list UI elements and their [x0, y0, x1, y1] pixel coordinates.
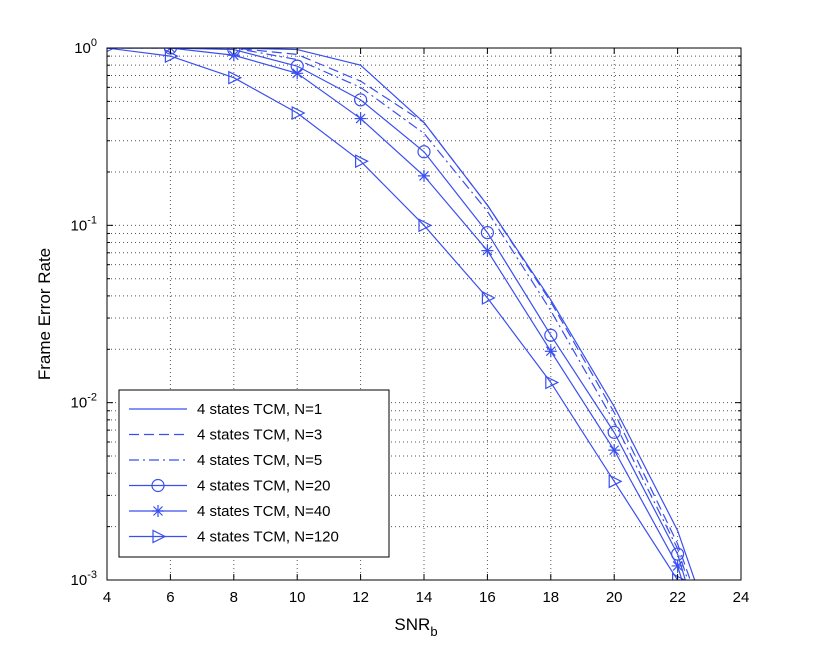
data-point — [481, 244, 494, 257]
series-5 — [164, 48, 684, 580]
data-point — [481, 290, 496, 305]
data-point — [608, 474, 623, 489]
x-axis-label: SNRb — [394, 615, 437, 639]
x-tick-label: 8 — [230, 589, 238, 606]
x-tick-label: 16 — [479, 589, 496, 606]
data-point — [480, 225, 494, 240]
series-line — [170, 48, 686, 580]
y-tick-label: 100 — [74, 37, 97, 57]
x-axis-label-main: SNR — [394, 615, 430, 634]
data-point — [418, 169, 430, 182]
y-axis-label: Frame Error Rate — [35, 248, 54, 380]
x-tick-label: 10 — [289, 589, 306, 606]
data-point — [355, 154, 369, 169]
data-point — [671, 573, 686, 580]
series-line — [107, 48, 691, 580]
x-tick-label: 20 — [606, 589, 623, 606]
legend-label: 4 states TCM, N=5 — [197, 452, 322, 469]
legend-box — [118, 389, 390, 558]
y-tick-label: 10-3 — [71, 569, 97, 589]
data-point — [354, 112, 367, 125]
data-point — [227, 49, 240, 62]
x-tick-label: 12 — [352, 589, 369, 606]
legend-entry: 4 states TCM, N=120 — [129, 529, 339, 546]
legend-entry: 4 states TCM, N=5 — [129, 452, 322, 469]
legend-label: 4 states TCM, N=3 — [197, 427, 322, 444]
axis-ticks: 4 6 8 10 12 14 16 18 20 22 24 100 10-1 10-2 10-3 — [71, 37, 750, 606]
series-2 — [107, 48, 691, 580]
legend: 4 states TCM, N=1 4 states TCM, N=3 4 stat… — [118, 389, 390, 558]
data-point — [608, 444, 621, 457]
data-point — [607, 425, 621, 439]
series-line — [170, 48, 683, 580]
x-tick-label: 6 — [166, 589, 174, 606]
x-tick-label: 4 — [103, 589, 111, 606]
y-tick-label: 10-2 — [71, 392, 97, 412]
legend-entry: 4 states TCM, N=40 — [129, 503, 331, 520]
legend-marker — [152, 505, 164, 517]
legend-entry: 4 states TCM, N=20 — [129, 478, 331, 495]
series-line — [107, 48, 679, 580]
series-4 — [163, 48, 686, 580]
data-point — [544, 328, 558, 342]
data-point — [107, 48, 116, 53]
x-tick-label: 14 — [416, 589, 433, 606]
data-point — [544, 345, 557, 358]
legend-label: 4 states TCM, N=1 — [197, 401, 322, 418]
data-point — [545, 375, 560, 390]
legend-marker — [152, 529, 167, 544]
x-tick-label: 24 — [733, 589, 750, 606]
data-point — [164, 49, 179, 64]
series-layer — [107, 48, 696, 580]
legend-entry: 4 states TCM, N=3 — [129, 427, 322, 444]
data-point — [418, 218, 433, 233]
data-point — [417, 145, 431, 159]
x-tick-label: 22 — [669, 589, 686, 606]
legend-marker — [151, 478, 165, 493]
x-axis-label-subscript: b — [430, 624, 437, 639]
data-point — [291, 67, 304, 80]
x-tick-label: 18 — [542, 589, 559, 606]
y-tick-label: 10-1 — [71, 214, 97, 234]
data-point — [291, 106, 306, 120]
data-point — [354, 93, 368, 107]
legend-label: 4 states TCM, N=120 — [197, 529, 339, 546]
series-6 — [107, 48, 686, 580]
legend-entry: 4 states TCM, N=1 — [129, 401, 322, 418]
data-point — [228, 70, 243, 85]
legend-label: 4 states TCM, N=20 — [197, 478, 331, 495]
data-point — [671, 559, 684, 572]
legend-label: 4 states TCM, N=40 — [197, 503, 331, 520]
